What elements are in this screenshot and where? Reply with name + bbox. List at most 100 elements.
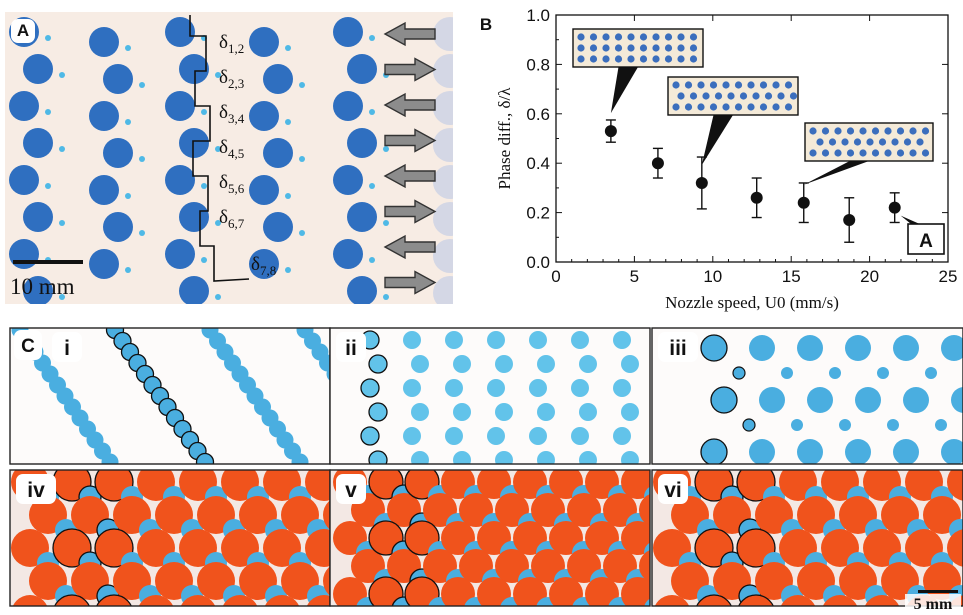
inset-drop (722, 103, 730, 111)
subpanel-iii: iii (651, 327, 963, 465)
inset-drop (689, 92, 698, 100)
orange-drop (585, 577, 619, 606)
inset-drop (871, 149, 880, 157)
inset-drop (903, 138, 912, 146)
small-drop (45, 35, 51, 41)
subpanel-tag-bg (52, 332, 82, 362)
small-drop (285, 267, 291, 273)
blue-drop (179, 202, 209, 232)
small-drop (45, 109, 51, 115)
orange-drop (180, 595, 216, 606)
inset-drop (747, 103, 755, 111)
delta-label: δ6,7 (219, 207, 245, 231)
small-drop (299, 156, 305, 162)
orange-drop (947, 529, 963, 567)
cyan-drop (529, 379, 547, 397)
inset-drop (727, 92, 735, 100)
direction-arrow-left (383, 234, 436, 260)
inset-drop (789, 92, 798, 100)
cyan-drop (710, 386, 738, 414)
cyan-drop (495, 451, 513, 464)
blue-drop (89, 27, 119, 57)
small-drop (125, 267, 131, 273)
small-drop (369, 35, 375, 41)
orange-drop (333, 577, 367, 606)
inset-drop (684, 81, 693, 89)
subpanel-label: i (64, 337, 70, 360)
inset-drop (639, 55, 648, 63)
data-point (888, 201, 901, 214)
cyan-drop (403, 379, 421, 397)
inset-drop (709, 103, 718, 111)
scale-bar-label: 5 mm (914, 596, 953, 613)
cyan-drop (101, 453, 119, 464)
orange-drop (947, 470, 963, 501)
inset-drop (614, 55, 623, 63)
inset-drop (764, 92, 773, 100)
panel-c: i ii iii iv v vi C 5 mm (0, 318, 963, 615)
inset-drop (821, 127, 830, 135)
small-drop (125, 45, 131, 51)
inset-leader (803, 161, 869, 185)
blue-drop (23, 276, 53, 304)
cyan-drop (941, 335, 963, 361)
small-drop (125, 193, 131, 199)
inset-drop (841, 138, 849, 146)
inset-drop (784, 103, 793, 111)
inset-drop (602, 55, 610, 63)
inset-drop (672, 103, 680, 111)
blue-drop (249, 175, 279, 205)
cyan-drop (360, 378, 380, 398)
y-tick-label: 0.2 (526, 204, 550, 223)
cyan-drop (495, 403, 513, 421)
orange-drop (54, 594, 90, 606)
small-drop (383, 220, 389, 226)
cyan-drop (893, 335, 919, 361)
blue-drop (165, 165, 195, 195)
cyan-drop (759, 387, 785, 413)
small-drop (139, 82, 145, 88)
y-tick-label: 0.0 (526, 253, 550, 272)
cyan-drop (453, 403, 471, 421)
blue-drop (333, 239, 363, 269)
orange-drop (222, 595, 258, 606)
blue-drop (165, 91, 195, 121)
blue-drop (179, 276, 209, 304)
inset-drop (602, 44, 610, 52)
small-drop (383, 294, 389, 300)
cyan-drop (571, 331, 589, 349)
small-cyan-drop (935, 419, 947, 431)
orange-drop (138, 595, 174, 606)
scale-bar-label: 10 mm (10, 274, 75, 299)
orange-drop (621, 577, 650, 606)
orange-drop (404, 576, 440, 606)
orange-drop (639, 494, 650, 526)
blue-drop (263, 138, 293, 168)
blue-drop (9, 239, 39, 269)
inset-drop (909, 127, 917, 135)
faded-drop (433, 276, 453, 304)
inset-drop (752, 92, 760, 100)
direction-arrow-right (384, 128, 437, 153)
cyan-drop (700, 438, 728, 464)
inset-drop (809, 149, 817, 157)
cyan-drop (368, 354, 388, 374)
blue-drop (347, 128, 377, 158)
inset-drop (702, 92, 710, 100)
orange-drop (264, 595, 300, 606)
subpanel-ii: ii (329, 327, 651, 465)
inset-drop (697, 81, 705, 89)
blue-drop (165, 239, 195, 269)
orange-drop (323, 566, 330, 596)
cyan-drop (571, 379, 589, 397)
cyan-drop (855, 387, 881, 413)
cyan-drop (411, 403, 429, 421)
faded-drop (433, 17, 453, 51)
inset-drop (777, 92, 785, 100)
cyan-drop (845, 335, 871, 361)
inset-drop (859, 149, 867, 157)
inset-drop (664, 55, 673, 63)
inset-drop (614, 44, 623, 52)
inset-drop (834, 149, 842, 157)
